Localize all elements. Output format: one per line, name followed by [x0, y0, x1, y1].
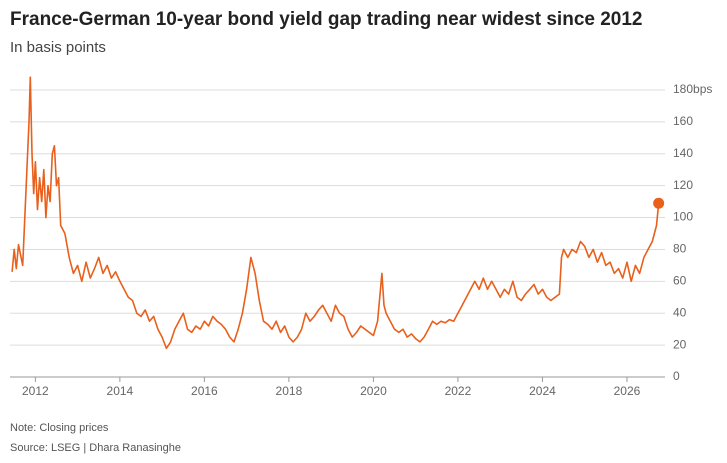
y-tick-label: 60	[673, 274, 687, 288]
y-tick-label: 20	[673, 337, 687, 351]
chart-title: France-German 10-year bond yield gap tra…	[10, 9, 643, 30]
y-tick-label: 100	[673, 210, 693, 224]
y-tick-label: 80	[673, 242, 687, 256]
x-tick-label: 2024	[529, 384, 556, 398]
y-tick-label: 140	[673, 146, 693, 160]
y-tick-label: 120	[673, 178, 693, 192]
y-tick-label: 160	[673, 114, 693, 128]
y-tick-label: 180bps	[673, 82, 712, 96]
y-tick-label: 0	[673, 369, 680, 383]
x-tick-label: 2020	[360, 384, 387, 398]
x-tick-label: 2018	[276, 384, 303, 398]
x-tick-label: 2012	[22, 384, 49, 398]
x-tick-label: 2026	[614, 384, 641, 398]
note: Note: Closing prices	[10, 422, 109, 434]
source: Source: LSEG | Dhara Ranasinghe	[10, 442, 181, 454]
chart-subtitle: In basis points	[10, 39, 106, 56]
x-tick-label: 2016	[191, 384, 218, 398]
y-tick-label: 40	[673, 305, 687, 319]
line	[11, 76, 660, 350]
x-tick-label: 2022	[445, 384, 472, 398]
end-point	[653, 197, 665, 209]
x-tick-label: 2014	[107, 384, 134, 398]
